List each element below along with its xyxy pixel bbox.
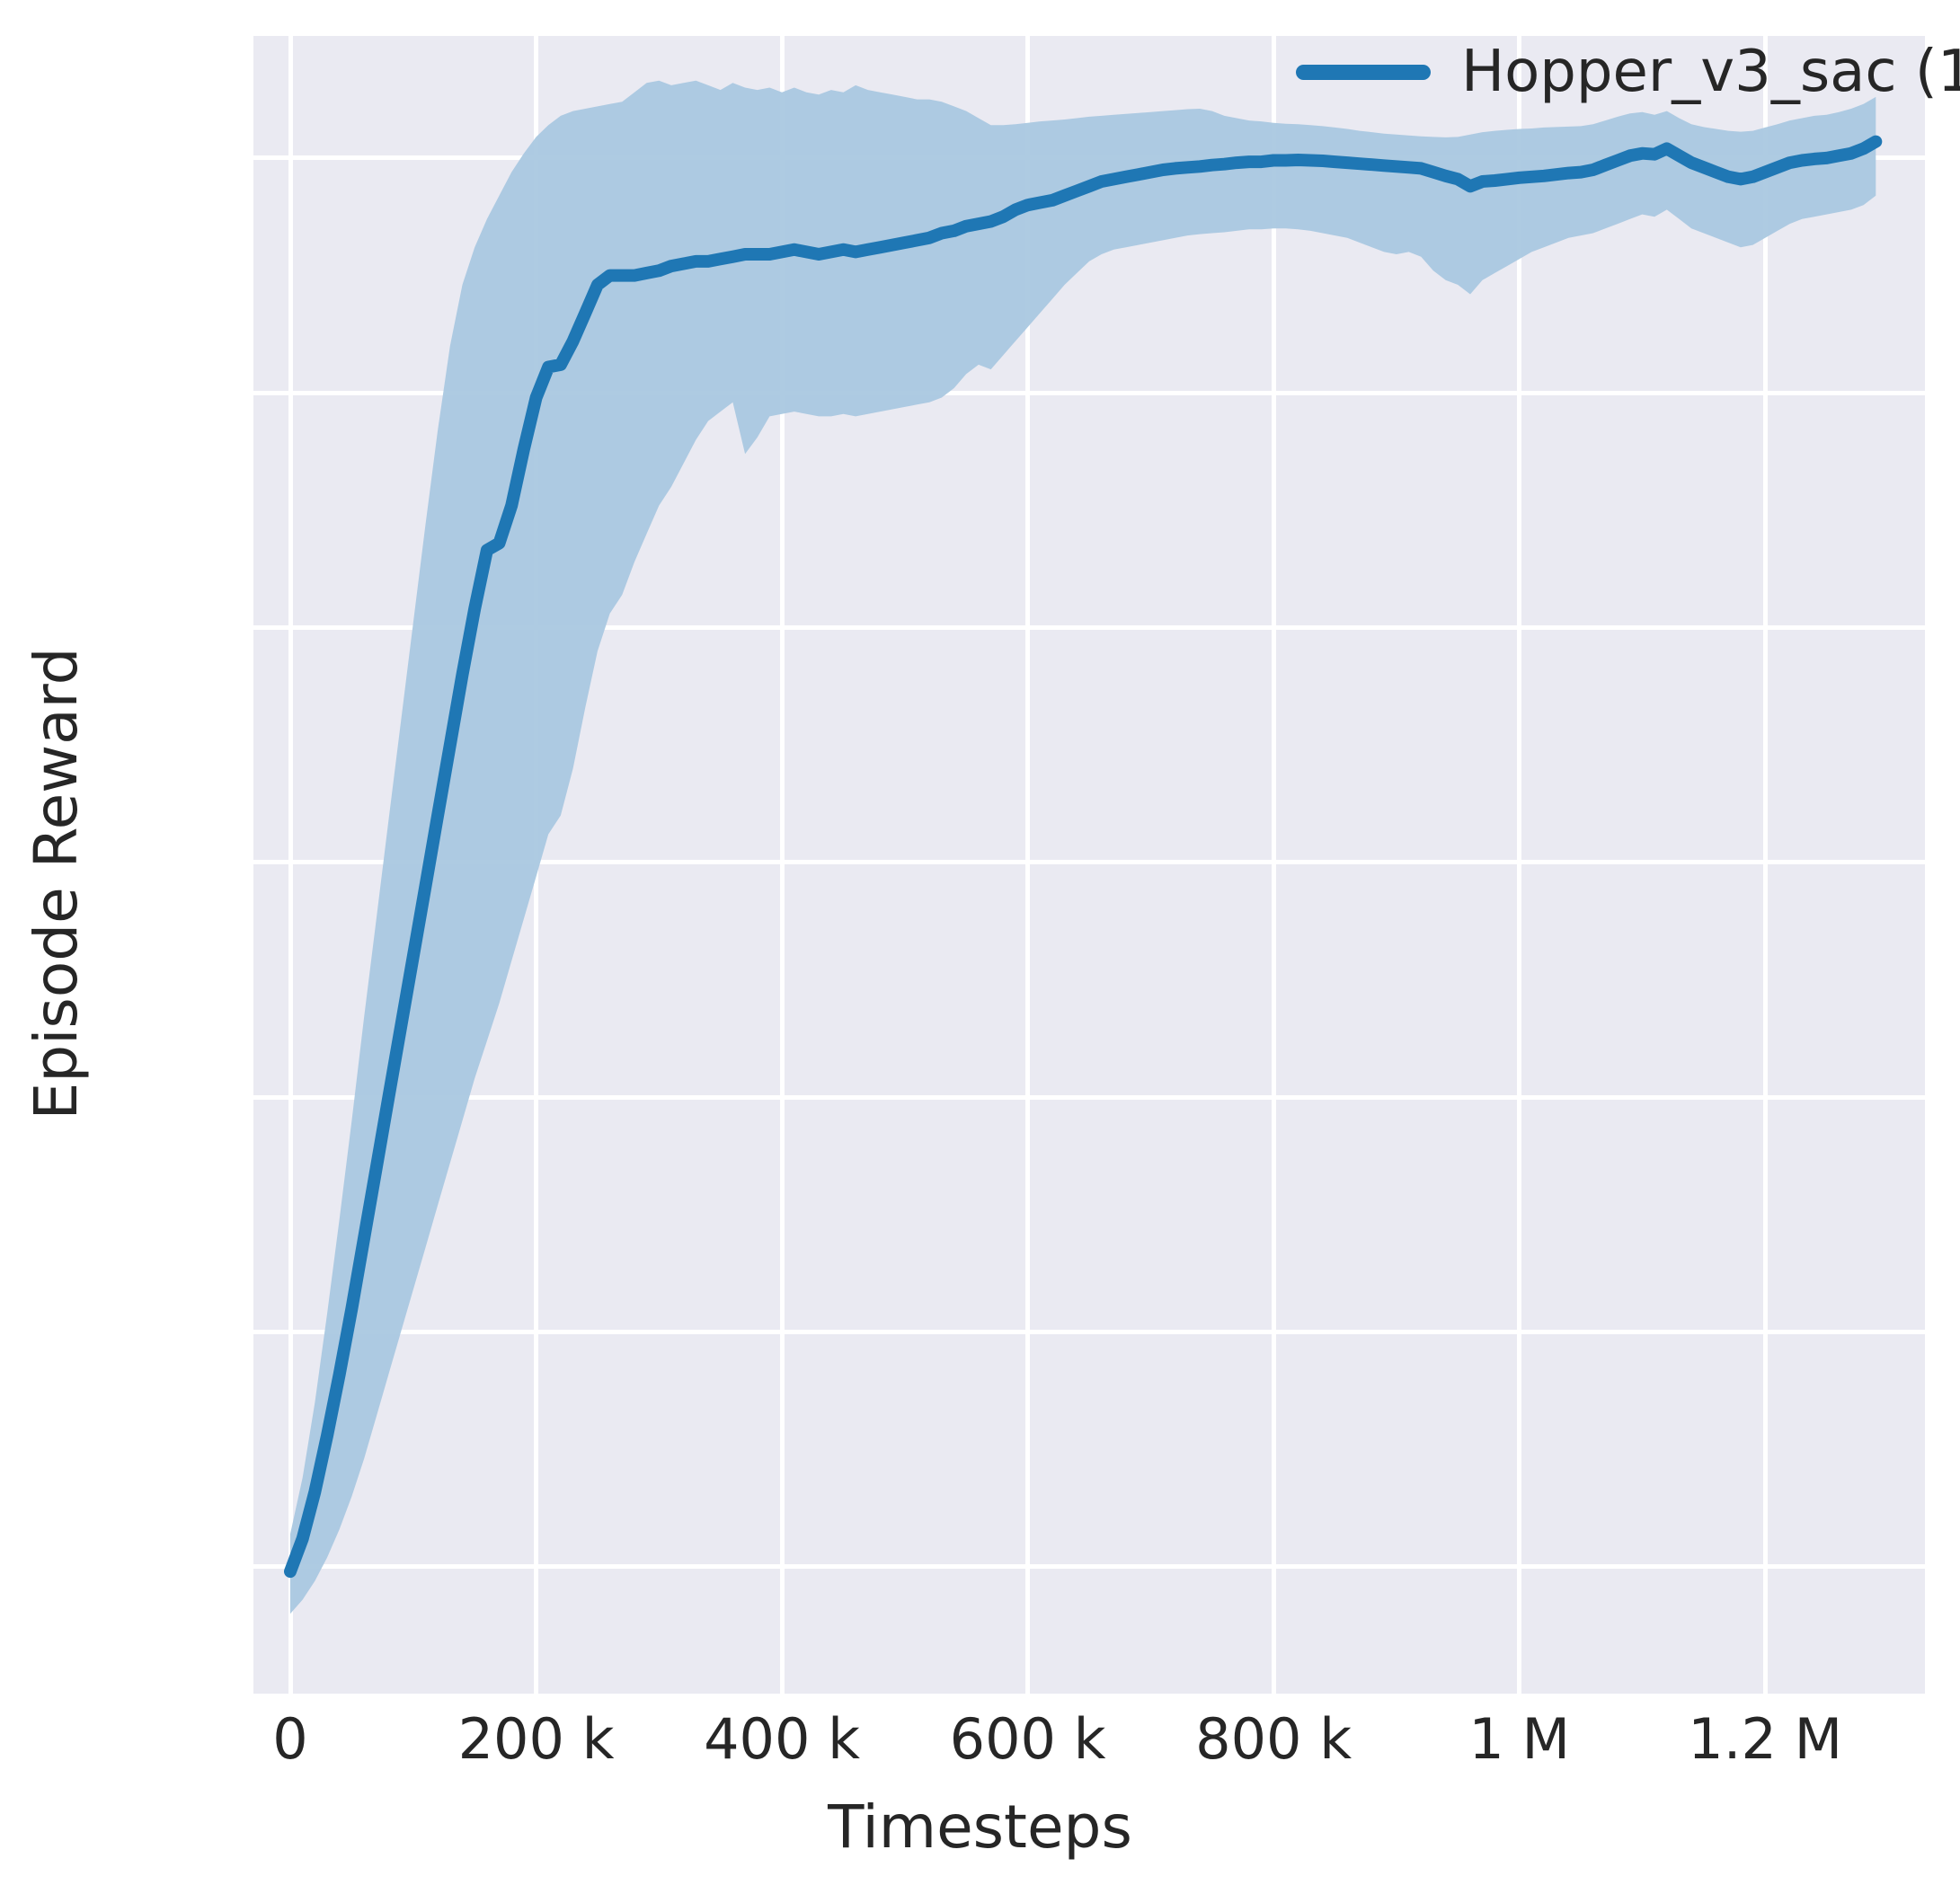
x-tick-label: 0: [272, 1706, 308, 1772]
x-tick-label: 200 k: [457, 1706, 615, 1772]
legend-color-swatch: [1296, 64, 1431, 80]
x-tick-label: 1 M: [1468, 1706, 1570, 1772]
x-tick-label: 400 k: [704, 1706, 861, 1772]
x-tick-label: 800 k: [1195, 1706, 1352, 1772]
gridline-vertical: [1517, 36, 1522, 1694]
y-axis-label: Episode Reward: [22, 647, 91, 1120]
gridline-vertical: [779, 36, 785, 1694]
plot-area: [253, 36, 1925, 1694]
gridline-horizontal: [253, 1330, 1925, 1335]
x-axis-label: Timesteps: [828, 1792, 1132, 1862]
confidence-band: [290, 80, 1876, 1615]
gridline-vertical: [1271, 36, 1276, 1694]
gridline-horizontal: [253, 1094, 1925, 1100]
gridline-vertical: [1762, 36, 1768, 1694]
gridline-vertical: [288, 36, 293, 1694]
gridline-horizontal: [253, 860, 1925, 865]
gridline-horizontal: [253, 390, 1925, 395]
gridline-vertical: [1025, 36, 1031, 1694]
chart-series-canvas: [284, 80, 1883, 1615]
chart-legend: Hopper_v3_sac (10): [1287, 38, 1960, 106]
gridline-horizontal: [253, 625, 1925, 631]
x-tick-label: 600 k: [949, 1706, 1106, 1772]
gridline-horizontal: [253, 1564, 1925, 1570]
x-tick-label: 1.2 M: [1688, 1706, 1843, 1772]
legend-entry-label: Hopper_v3_sac (10): [1461, 39, 1960, 105]
mean-line: [284, 135, 1883, 1579]
